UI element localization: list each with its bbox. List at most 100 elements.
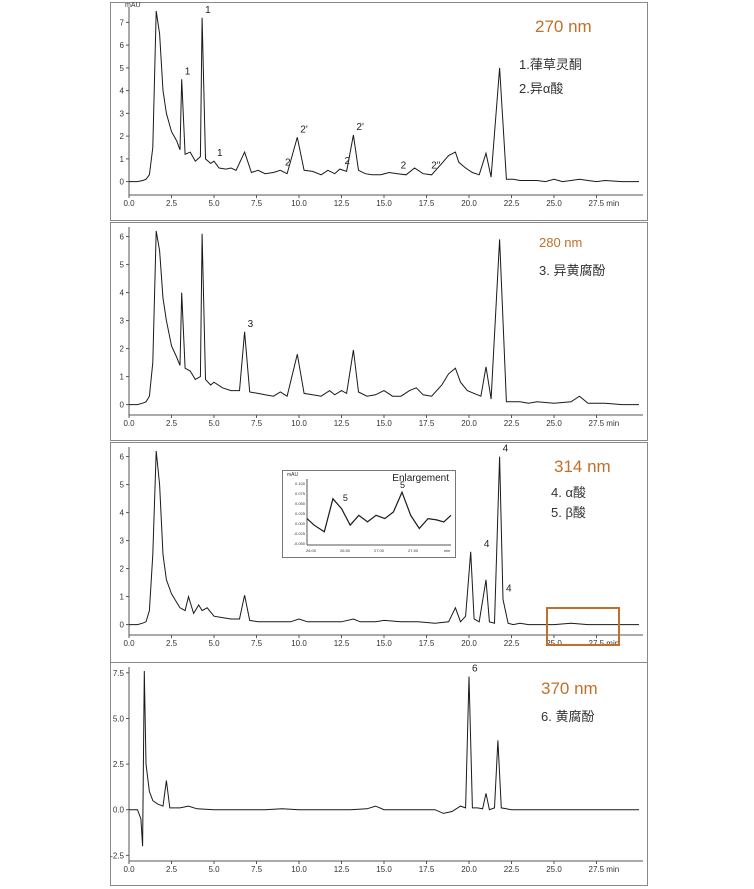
x-tick-label: 5.0 [208,639,220,648]
x-tick-label: 5.0 [208,865,220,874]
inset-y-tick-label: 0.075 [295,491,306,496]
inset-x-tick-label: min [444,548,450,553]
x-tick-label: 27.5 min [589,639,620,648]
x-tick-label: 25.0 [546,419,562,428]
x-tick-label: 15.0 [376,419,392,428]
y-unit-label: mAU [125,2,141,9]
enlargement-highlight-box [546,607,620,646]
x-tick-label: 7.5 [251,199,263,208]
y-tick-label: 4 [120,509,125,518]
y-tick-label: 0 [120,621,125,630]
x-tick-label: 0.0 [123,865,135,874]
inset-x-tick-label: 27.50 [408,548,419,553]
inset-y-tick-label: -0.025 [294,531,306,536]
x-tick-label: 15.0 [376,639,392,648]
y-tick-label: 0 [120,401,125,410]
chromatogram-panel-280: 0 1 2 3 4 5 6 0.0 2.5 5.0 7.5 10.0 12.5 15.0 17.5 20.0 2… [110,222,648,441]
inset-y-tick-label: 0.050 [295,501,306,506]
peak-label: 2' [356,122,364,133]
x-tick-label: 17.5 [419,639,435,648]
x-tick-label: 2.5 [166,865,178,874]
peak-label: 4 [484,539,490,550]
y-tick-label: 5 [120,261,125,270]
inset-y-tick-label: 0.000 [295,521,306,526]
peak-label: 6 [472,663,478,674]
chromatogram-panel-270: 0 1 2 3 4 5 6 7 0.0 2.5 5.0 7.5 10.0 12.5 15.0 17.5 20.0… [110,2,648,221]
inset-x-tick-label: 26.00 [306,548,317,553]
y-tick-label: 5 [120,64,125,73]
x-tick-label: 0.0 [123,639,135,648]
peak-label: 2 [401,161,407,172]
peak-label: 1 [205,5,211,16]
x-tick-label: 27.5 min [589,419,620,428]
y-tick-label: -2.5 [110,851,124,860]
inset-unit-label: mAU [287,472,299,478]
y-tick-label: 3 [120,109,125,118]
x-tick-label: 5.0 [208,199,220,208]
inset-peak-label: 5 [400,480,405,490]
x-tick-label: 22.5 [504,199,520,208]
x-tick-label: 7.5 [251,865,263,874]
chromatogram-panel-370: -2.5 0.0 2.5 5.0 7.5 0.0 2.5 5.0 7.5 10.0 12.5 15.0… [110,662,648,886]
x-tick-label: 20.0 [461,419,477,428]
peak-label: 2' [300,124,308,135]
inset-x-tick-label: 26.50 [340,548,351,553]
x-tick-label: 15.0 [376,199,392,208]
x-tick-label: 2.5 [166,199,178,208]
x-tick-label: 7.5 [251,419,263,428]
y-tick-label: 0.0 [113,806,125,815]
x-tick-label: 27.5 min [589,865,620,874]
y-tick-label: 7 [120,18,125,27]
x-tick-label: 22.5 [504,639,520,648]
x-tick-label: 27.5 min [589,199,620,208]
x-tick-label: 12.5 [334,639,350,648]
peak-label: 2'' [431,161,440,172]
x-tick-label: 22.5 [504,865,520,874]
y-tick-label: 3 [120,317,125,326]
x-tick-label: 2.5 [166,639,178,648]
legend-item: 1.葎草灵酮 [519,57,582,72]
x-tick-label: 10.0 [291,639,307,648]
x-tick-label: 10.0 [291,199,307,208]
chromatogram-314-svg: 0 1 2 3 4 5 6 0.0 2.5 5.0 7.5 10.0 12.5 15.0 17.5 20.0 2… [120,444,643,648]
x-tick-label: 0.0 [123,199,135,208]
x-tick-label: 22.5 [504,419,520,428]
y-tick-label: 6 [120,233,125,242]
legend-item: 5. β酸 [551,505,586,520]
x-tick-label: 12.5 [334,419,350,428]
x-tick-label: 17.5 [419,199,435,208]
legend: 6. 黄腐酚 [541,705,594,729]
chromatogram-trace [129,450,639,626]
x-tick-label: 17.5 [419,419,435,428]
y-tick-label: 4 [120,289,125,298]
x-tick-label: 20.0 [461,199,477,208]
chromatogram-trace [129,230,639,406]
y-tick-label: 2 [120,565,125,574]
wavelength-label: 270 nm [535,17,592,36]
peak-label: 3 [248,319,254,330]
inset-y-tick-label: -0.050 [294,541,306,546]
legend: 1.葎草灵酮 2.异α酸 [519,53,582,101]
y-tick-label: 5 [120,481,125,490]
x-tick-label: 2.5 [166,419,178,428]
y-tick-label: 7.5 [113,669,125,678]
peak-label: 1 [217,148,223,159]
x-tick-label: 20.0 [461,865,477,874]
y-tick-label: 2 [120,132,125,141]
y-tick-label: 1 [120,155,125,164]
x-tick-label: 25.0 [546,199,562,208]
y-tick-label: 1 [120,593,125,602]
y-tick-label: 2.5 [113,760,125,769]
y-tick-label: 0 [120,178,125,187]
x-tick-label: 7.5 [251,639,263,648]
chromatogram-370-svg: -2.5 0.0 2.5 5.0 7.5 0.0 2.5 5.0 7.5 10.0 12.5 15.0… [110,663,643,874]
enlargement-inset: 0.100 0.075 0.050 0.025 0.000 -0.025 -0.050 26.… [282,470,456,558]
chromatogram-trace [129,670,639,847]
x-tick-label: 12.5 [334,865,350,874]
peak-label: 2 [285,157,291,168]
chromatogram-280-svg: 0 1 2 3 4 5 6 0.0 2.5 5.0 7.5 10.0 12.5 15.0 17.5 20.0 2… [120,227,643,428]
inset-trace [306,490,452,533]
peak-label: 4 [503,444,509,455]
x-tick-label: 0.0 [123,419,135,428]
legend-item: 6. 黄腐酚 [541,709,595,724]
